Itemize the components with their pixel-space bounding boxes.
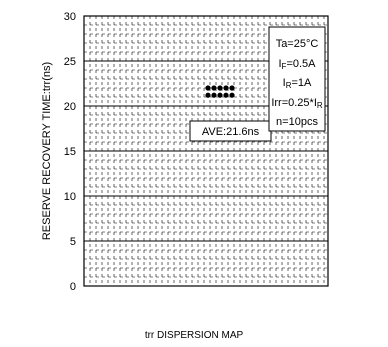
chart-caption: trr DISPERSION MAP bbox=[144, 330, 244, 341]
y-tick-label: 25 bbox=[64, 56, 76, 68]
condition-n: n=10pcs bbox=[276, 116, 318, 128]
condition-ir: IR=1A bbox=[283, 77, 312, 90]
y-tick-label: 20 bbox=[64, 101, 76, 113]
y-tick-label: 10 bbox=[64, 191, 76, 203]
data-point bbox=[211, 85, 217, 91]
data-point bbox=[211, 92, 217, 98]
data-point bbox=[217, 85, 223, 91]
conditions-box bbox=[268, 26, 326, 132]
data-point bbox=[229, 92, 235, 98]
data-point bbox=[205, 85, 211, 91]
data-point bbox=[223, 85, 229, 91]
y-tick-label: 0 bbox=[70, 281, 76, 293]
data-point bbox=[223, 92, 229, 98]
condition-if: IF=0.5A bbox=[278, 58, 316, 71]
y-axis-label: RESERVE RECOVERY TIME:trr(ns) bbox=[41, 62, 53, 240]
y-ticks: 0 5 10 15 20 25 30 bbox=[64, 11, 76, 293]
data-point bbox=[217, 92, 223, 98]
data-point bbox=[229, 85, 235, 91]
data-points bbox=[205, 85, 235, 98]
condition-ta: Ta=25°C bbox=[276, 38, 319, 50]
y-tick-label: 15 bbox=[64, 146, 76, 158]
y-tick-label: 30 bbox=[64, 11, 76, 23]
average-label: AVE:21.6ns bbox=[202, 126, 260, 138]
grid bbox=[84, 16, 328, 286]
condition-irr: Irr=0.25*IR bbox=[271, 97, 323, 110]
data-point bbox=[205, 92, 211, 98]
plot-frame bbox=[83, 15, 329, 287]
y-tick-label: 5 bbox=[70, 236, 76, 248]
